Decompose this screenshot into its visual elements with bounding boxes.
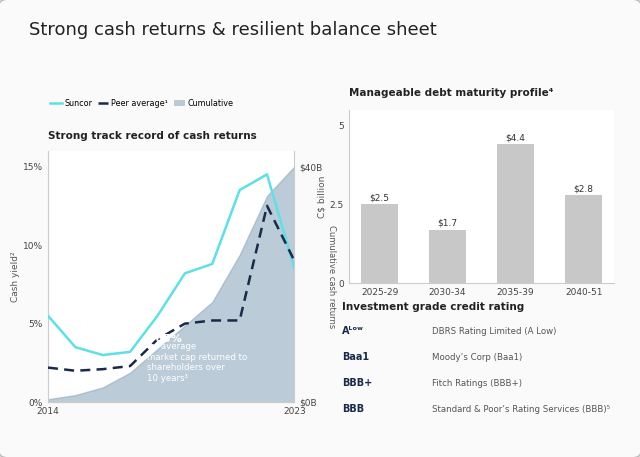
Text: Fitch Ratings (BBB+): Fitch Ratings (BBB+) bbox=[432, 379, 522, 388]
Bar bbox=[497, 144, 534, 283]
Text: Baa1: Baa1 bbox=[342, 352, 369, 362]
Bar bbox=[361, 204, 398, 283]
Text: Manageable debt maturity profile⁴: Manageable debt maturity profile⁴ bbox=[349, 88, 553, 98]
Text: Investment grade credit rating: Investment grade credit rating bbox=[342, 302, 525, 312]
Text: DBRS Rating Limited (A Low): DBRS Rating Limited (A Low) bbox=[432, 327, 556, 336]
Text: $1.7: $1.7 bbox=[438, 219, 458, 228]
Text: BBB: BBB bbox=[342, 404, 365, 414]
Text: Moody’s Corp (Baa1): Moody’s Corp (Baa1) bbox=[432, 353, 522, 362]
Text: Standard & Poor’s Rating Services (BBB)⁵: Standard & Poor’s Rating Services (BBB)⁵ bbox=[432, 405, 610, 414]
Y-axis label: Cumulative cash returns: Cumulative cash returns bbox=[328, 225, 337, 328]
Bar bbox=[565, 195, 602, 283]
Text: Strong track record of cash returns: Strong track record of cash returns bbox=[48, 131, 257, 141]
Text: >65%: >65% bbox=[147, 335, 182, 345]
Text: of average
market cap returned to
shareholders over
10 years³: of average market cap returned to shareh… bbox=[147, 342, 247, 383]
Text: BBB+: BBB+ bbox=[342, 378, 372, 388]
Legend: Suncor, Peer average¹, Cumulative: Suncor, Peer average¹, Cumulative bbox=[47, 96, 237, 111]
Text: $2.8: $2.8 bbox=[573, 184, 594, 193]
Text: Strong cash returns & resilient balance sheet: Strong cash returns & resilient balance … bbox=[29, 21, 436, 38]
Y-axis label: C$ billion: C$ billion bbox=[318, 175, 327, 218]
Text: $2.5: $2.5 bbox=[369, 193, 390, 202]
Text: $4.4: $4.4 bbox=[506, 133, 525, 143]
Y-axis label: Cash yield²: Cash yield² bbox=[12, 251, 20, 302]
Bar bbox=[429, 230, 467, 283]
Text: Aᴸᵒʷ: Aᴸᵒʷ bbox=[342, 326, 364, 336]
